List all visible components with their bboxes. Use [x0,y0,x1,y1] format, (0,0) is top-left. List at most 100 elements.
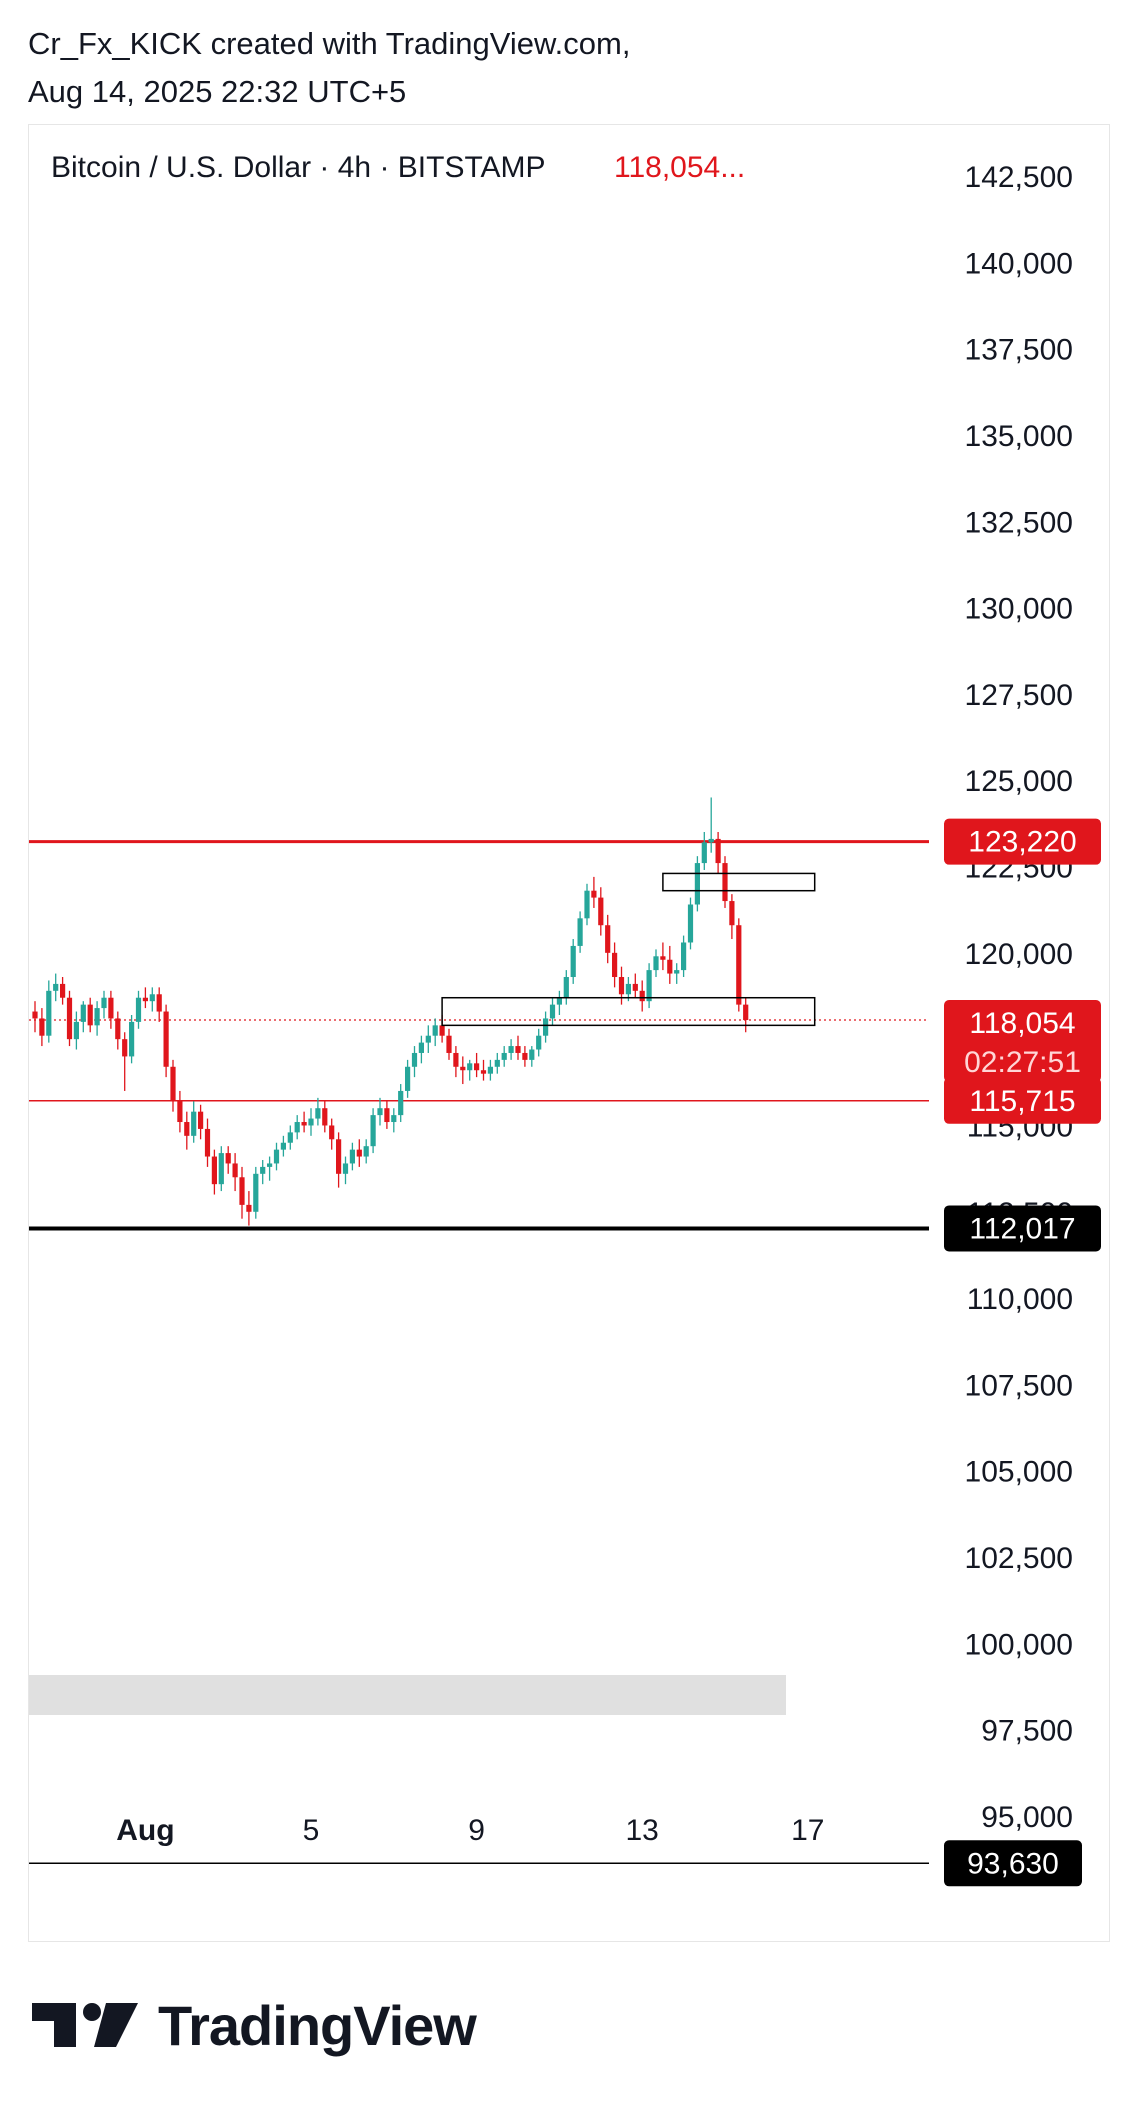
candle-body [391,1115,397,1123]
candle [294,1115,300,1140]
candle-body [384,1108,390,1123]
candle-body [66,997,73,1040]
candle-body [46,990,52,1036]
time-tick-label: 5 [303,1814,320,1847]
candle-body [556,997,562,1005]
candle-body [577,918,583,946]
candle-body [191,1111,197,1136]
price-label-bg [944,818,1101,865]
time-axis[interactable]: Aug 5 9 13 17 [116,1814,824,1847]
candle [232,1153,238,1192]
candle-body [94,1008,100,1026]
candle [480,1059,487,1081]
candle [384,1101,390,1129]
candle [308,1108,314,1136]
zone-rectangle-1 [662,872,816,892]
candle [556,990,562,1015]
candle [87,997,93,1033]
candle-body [170,1066,176,1102]
candle [135,990,142,1029]
candle [687,897,694,950]
candle [60,977,66,1005]
candle [246,1191,252,1226]
candle [260,1160,266,1185]
candle-body [536,1035,542,1050]
snapshot-timestamp: Aug 14, 2025 22:32 UTC+5 [28,74,407,109]
candle-body [508,1046,514,1053]
time-tick-label: 17 [791,1814,824,1847]
horizontal-lines [29,840,929,1865]
candle [577,911,583,953]
price-tick-label: 107,500 [965,1369,1073,1402]
candle-body [529,1049,535,1060]
candle [563,970,569,1005]
candle [101,990,107,1019]
candle-body [363,1146,369,1157]
candle-body [232,1163,238,1178]
candle [584,883,590,926]
candle-body [729,901,735,926]
candle-body [129,1021,135,1057]
candle [156,987,162,1022]
candle-body [632,983,638,991]
candle [273,1142,280,1171]
candle-body [149,994,155,1002]
candle [204,1118,211,1167]
candle [674,963,680,984]
candle-body [225,1153,231,1164]
candle [280,1135,286,1157]
candle-body [32,1011,38,1019]
candle [411,1046,418,1078]
candle [639,980,645,1012]
candle-body [618,977,625,995]
candle [363,1139,369,1164]
price-labels: 123,220 118,054 02:27:51 115,715 112,017 93,6… [944,818,1101,1887]
candle [501,1046,507,1067]
price-label-text: 118,054 [969,1007,1075,1040]
candle-body [570,945,576,978]
candle [508,1039,514,1060]
candle [170,1059,176,1112]
candle [591,876,597,908]
time-tick-label: 9 [468,1814,485,1847]
candle [349,1142,355,1171]
time-tick-label: Aug [116,1814,174,1847]
candle-body [515,1046,521,1053]
candle-body [674,970,680,974]
price-chart[interactable]: 142,500 140,000 137,500 135,000 132,500 130,0… [29,125,1109,1941]
candle-body [543,1018,549,1036]
candle [322,1101,328,1133]
chart-frame: 142,500 140,000 137,500 135,000 132,500 130,0… [28,124,1110,1942]
candle-body [453,1052,459,1067]
candle [722,856,728,908]
candle [398,1084,404,1123]
candle [46,980,52,1043]
price-label-text: 123,220 [968,826,1076,859]
candle [32,1001,38,1033]
candle-body [660,956,666,960]
candle [129,1014,135,1064]
price-axis[interactable]: 142,500 140,000 137,500 135,000 132,500 130,0… [965,161,1073,1834]
candle-body [218,1153,224,1185]
candle-body [411,1052,418,1067]
price-tick-label: 135,000 [965,420,1073,453]
candle [612,942,618,988]
candle-body [142,997,148,1002]
price-tick-label: 120,000 [965,938,1073,971]
candle [467,1059,473,1081]
candle-body [87,1004,93,1026]
tradingview-wordmark: TradingView [158,1993,477,2057]
candle [446,1028,452,1060]
candle-body [267,1163,273,1167]
candle [211,1149,217,1195]
candle-body [432,1025,438,1036]
price-tick-label: 142,500 [965,161,1073,194]
price-label-box: 123,220 [944,818,1101,865]
candle [73,1011,79,1050]
candle-body [701,842,707,864]
candle-body [625,983,631,995]
candle-body [287,1132,293,1143]
symbol-title: Bitcoin / U.S. Dollar · 4h · BITSTAMP [51,151,546,184]
candle [536,1028,542,1057]
candle-body [322,1108,328,1126]
